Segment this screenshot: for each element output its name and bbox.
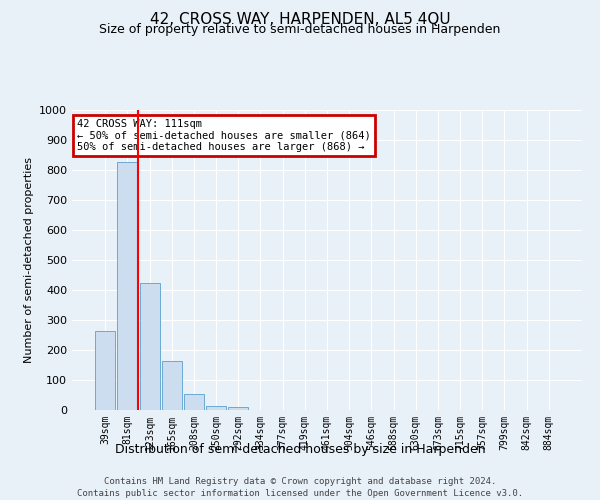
- Text: Contains HM Land Registry data © Crown copyright and database right 2024.: Contains HM Land Registry data © Crown c…: [104, 478, 496, 486]
- Bar: [206, 406, 226, 410]
- Bar: [162, 360, 182, 410]
- Bar: [140, 282, 160, 410]
- Text: Contains public sector information licensed under the Open Government Licence v3: Contains public sector information licen…: [77, 489, 523, 498]
- Y-axis label: Number of semi-detached properties: Number of semi-detached properties: [23, 157, 34, 363]
- Text: Distribution of semi-detached houses by size in Harpenden: Distribution of semi-detached houses by …: [115, 442, 485, 456]
- Text: Size of property relative to semi-detached houses in Harpenden: Size of property relative to semi-detach…: [100, 22, 500, 36]
- Bar: [184, 394, 204, 410]
- Bar: [228, 407, 248, 410]
- Text: 42, CROSS WAY, HARPENDEN, AL5 4QU: 42, CROSS WAY, HARPENDEN, AL5 4QU: [149, 12, 451, 28]
- Bar: [95, 332, 115, 410]
- Bar: [118, 162, 137, 410]
- Text: 42 CROSS WAY: 111sqm
← 50% of semi-detached houses are smaller (864)
50% of semi: 42 CROSS WAY: 111sqm ← 50% of semi-detac…: [77, 119, 371, 152]
